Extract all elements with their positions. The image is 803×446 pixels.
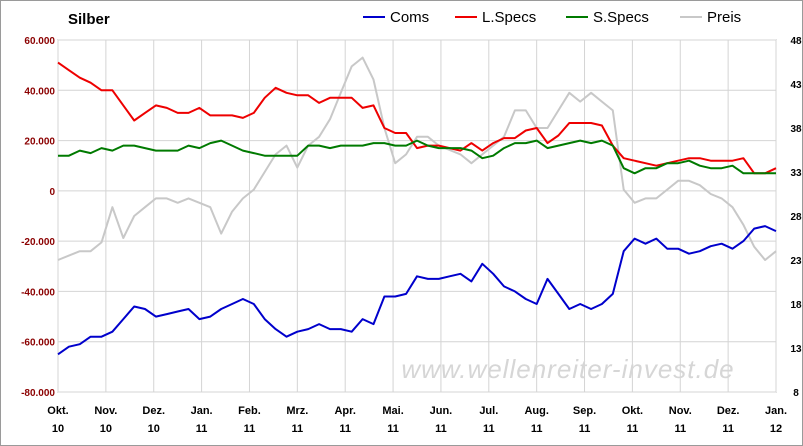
x-tick-month: Dez.: [717, 405, 740, 417]
legend-label-s-specs: S.Specs: [593, 9, 649, 26]
x-tick-month: Nov.: [94, 405, 117, 417]
x-tick-year: 11: [531, 423, 543, 435]
x-tick-year: 11: [579, 423, 591, 435]
x-tick-year: 11: [387, 423, 399, 435]
legend-label-l-specs: L.Specs: [482, 9, 536, 26]
x-tick-year: 11: [339, 423, 351, 435]
x-tick-month: Nov.: [669, 405, 692, 417]
x-tick-year: 11: [196, 423, 208, 435]
series-line-s-specs: [58, 139, 776, 175]
y-left-tick-label: 0: [49, 187, 55, 198]
y-left-tick-label: -80.000: [21, 388, 55, 399]
y-right-tick-label: 13: [790, 344, 802, 355]
x-tick-year: 11: [292, 423, 304, 435]
x-tick-month: Sep.: [573, 405, 596, 417]
y-right-tick-label: 38: [790, 124, 802, 135]
y-right-tick-label: 43: [790, 80, 802, 91]
x-tick-year: 11: [722, 423, 734, 435]
y-right-tick-label: 48: [790, 36, 802, 47]
x-tick-year: 10: [100, 423, 112, 435]
legend-label-preis: Preis: [707, 9, 741, 26]
x-tick-month: Jun.: [430, 405, 453, 417]
x-tick-year: 10: [148, 423, 160, 435]
y-right-tick-label: 23: [790, 256, 802, 267]
x-tick-year: 11: [674, 423, 686, 435]
y-left-tick-label: 60.000: [24, 36, 55, 47]
y-right-tick-label: 8: [793, 388, 799, 399]
grid: [57, 39, 777, 393]
x-tick-month: Mai.: [382, 405, 403, 417]
x-tick-month: Jan.: [191, 405, 213, 417]
left-axis: -80.000 -60.000 -40.000 -20.000 0 20.000 40.00…: [21, 36, 55, 399]
series-layer: [57, 56, 777, 356]
x-axis: Okt. 10 Nov. 10 Dez. 10 Jan. 11 Feb. 11 Mrz. 11 Apr.…: [47, 405, 787, 435]
x-tick-year: 10: [52, 423, 64, 435]
y-left-tick-label: -40.000: [21, 287, 55, 298]
y-left-tick-label: -60.000: [21, 338, 55, 349]
y-left-tick-label: -20.000: [21, 237, 55, 248]
legend-label-coms: Coms: [390, 9, 429, 26]
y-right-tick-label: 33: [790, 168, 802, 179]
right-axis: 8 13 18 23 28 33 38 43 48: [790, 36, 802, 399]
x-tick-month: Okt.: [47, 405, 68, 417]
legend: Coms L.Specs S.Specs Preis: [363, 9, 741, 26]
plot-area: [57, 39, 777, 393]
x-tick-month: Feb.: [238, 405, 261, 417]
x-tick-month: Jan.: [765, 405, 787, 417]
y-left-tick-label: 20.000: [24, 137, 55, 148]
x-tick-month: Apr.: [334, 405, 355, 417]
x-tick-month: Dez.: [142, 405, 165, 417]
y-right-tick-label: 28: [790, 212, 802, 223]
chart-title: Silber: [68, 11, 110, 28]
series-line-preis: [57, 56, 777, 261]
x-tick-month: Aug.: [524, 405, 548, 417]
y-left-tick-label: 40.000: [24, 86, 55, 97]
watermark: www.wellenreiter-invest.de: [401, 354, 734, 384]
x-tick-year: 11: [627, 423, 639, 435]
y-right-tick-label: 18: [790, 300, 802, 311]
x-tick-year: 11: [244, 423, 256, 435]
x-tick-month: Mrz.: [286, 405, 308, 417]
x-tick-year: 11: [483, 423, 495, 435]
x-tick-year: 12: [770, 423, 782, 435]
series-line-coms: [57, 225, 777, 356]
x-tick-month: Jul.: [479, 405, 498, 417]
series-line-l-specs: [57, 61, 777, 175]
x-tick-year: 11: [435, 423, 447, 435]
x-tick-month: Okt.: [622, 405, 643, 417]
